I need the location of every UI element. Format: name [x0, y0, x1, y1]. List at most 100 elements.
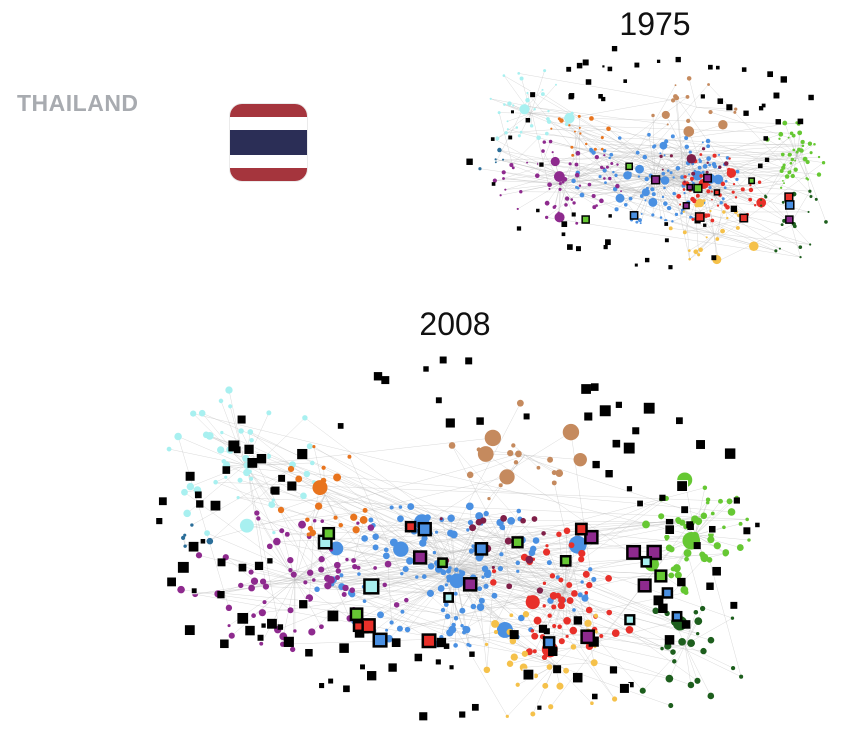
network-node: [694, 617, 703, 625]
network-node: [706, 189, 711, 194]
network-node: [396, 625, 403, 632]
network-node: [713, 542, 721, 550]
network-node: [573, 549, 578, 553]
network-node: [795, 150, 799, 154]
network-node: [362, 507, 368, 513]
network-node: [259, 641, 264, 646]
network-node: [530, 629, 535, 633]
network-node: [628, 171, 632, 176]
network-node: [604, 181, 607, 185]
network-square-node: [636, 499, 644, 508]
network-node: [504, 131, 508, 135]
network-node: [454, 567, 459, 572]
network-square-node: [435, 397, 442, 404]
network-node: [705, 236, 708, 239]
network-square-node: [703, 223, 707, 227]
network-node: [397, 515, 404, 523]
network-node: [447, 514, 455, 522]
network-node: [594, 155, 599, 160]
network-node: [562, 176, 568, 182]
network-node: [359, 516, 368, 524]
network-square-node: [668, 265, 673, 270]
network-node: [693, 169, 697, 173]
network-node: [558, 638, 565, 645]
network-node: [497, 147, 502, 153]
network-node: [400, 609, 405, 614]
network-node: [663, 154, 666, 157]
network-square-node: [523, 413, 530, 420]
network-node: [266, 410, 272, 416]
network-node: [578, 126, 581, 129]
network-node: [491, 569, 497, 574]
network-node: [314, 586, 320, 593]
network-node: [551, 604, 557, 610]
network-node: [570, 198, 574, 201]
network-node: [580, 580, 584, 584]
network-node: [701, 170, 705, 174]
network-node: [446, 579, 451, 583]
network-node: [574, 162, 579, 167]
network-node: [352, 526, 360, 534]
network-node: [554, 212, 565, 223]
network-node: [404, 626, 411, 633]
network-square-node: [677, 577, 686, 587]
network-node: [445, 568, 452, 574]
network-square-node: [437, 557, 448, 569]
network-node: [312, 445, 316, 449]
network-node: [254, 510, 260, 516]
network-node: [682, 210, 685, 213]
network-node: [481, 575, 485, 579]
network-square-node: [404, 520, 417, 533]
network-node: [668, 226, 673, 231]
network-node: [558, 577, 564, 583]
network-node: [419, 539, 427, 547]
network-square-node: [625, 162, 634, 171]
network-node: [697, 253, 701, 257]
network-node: [174, 432, 182, 441]
network-node: [437, 585, 445, 592]
network-node: [718, 498, 723, 504]
network-node: [449, 573, 465, 589]
network-node: [551, 480, 557, 486]
network-node: [339, 573, 344, 578]
network-node: [573, 452, 587, 467]
network-node: [779, 168, 784, 174]
thailand-flag-icon: [230, 104, 307, 181]
network-square-node: [560, 231, 567, 238]
network-node: [660, 176, 670, 185]
network-node: [475, 553, 484, 562]
network-node: [778, 131, 784, 137]
network-square-node: [414, 653, 423, 662]
network-node: [389, 505, 394, 510]
network-node: [693, 249, 699, 255]
network-square-node: [260, 622, 267, 629]
network-node: [721, 197, 725, 201]
network-node: [620, 190, 622, 193]
network-square-node: [730, 601, 738, 609]
network-node: [549, 591, 558, 600]
network-node: [778, 247, 781, 250]
network-node: [808, 189, 812, 193]
network-square-node: [686, 183, 694, 191]
network-node: [228, 632, 235, 639]
network-node: [748, 187, 754, 193]
network-node: [288, 568, 293, 573]
network-square-node: [654, 569, 668, 583]
network-node: [342, 584, 349, 592]
network-node: [719, 201, 723, 205]
network-node: [307, 525, 314, 532]
network-square-node: [489, 136, 496, 142]
network-node: [687, 681, 695, 689]
network-node: [561, 180, 565, 184]
network-node: [695, 193, 700, 198]
network-node: [494, 161, 497, 164]
network-node: [724, 161, 729, 166]
network-node: [644, 199, 647, 202]
network-node: [478, 597, 485, 604]
network-node: [522, 104, 525, 108]
network-node: [351, 558, 357, 563]
network-node: [664, 534, 670, 540]
network-node: [701, 141, 704, 144]
network-node: [706, 161, 709, 164]
network-node: [589, 147, 593, 152]
